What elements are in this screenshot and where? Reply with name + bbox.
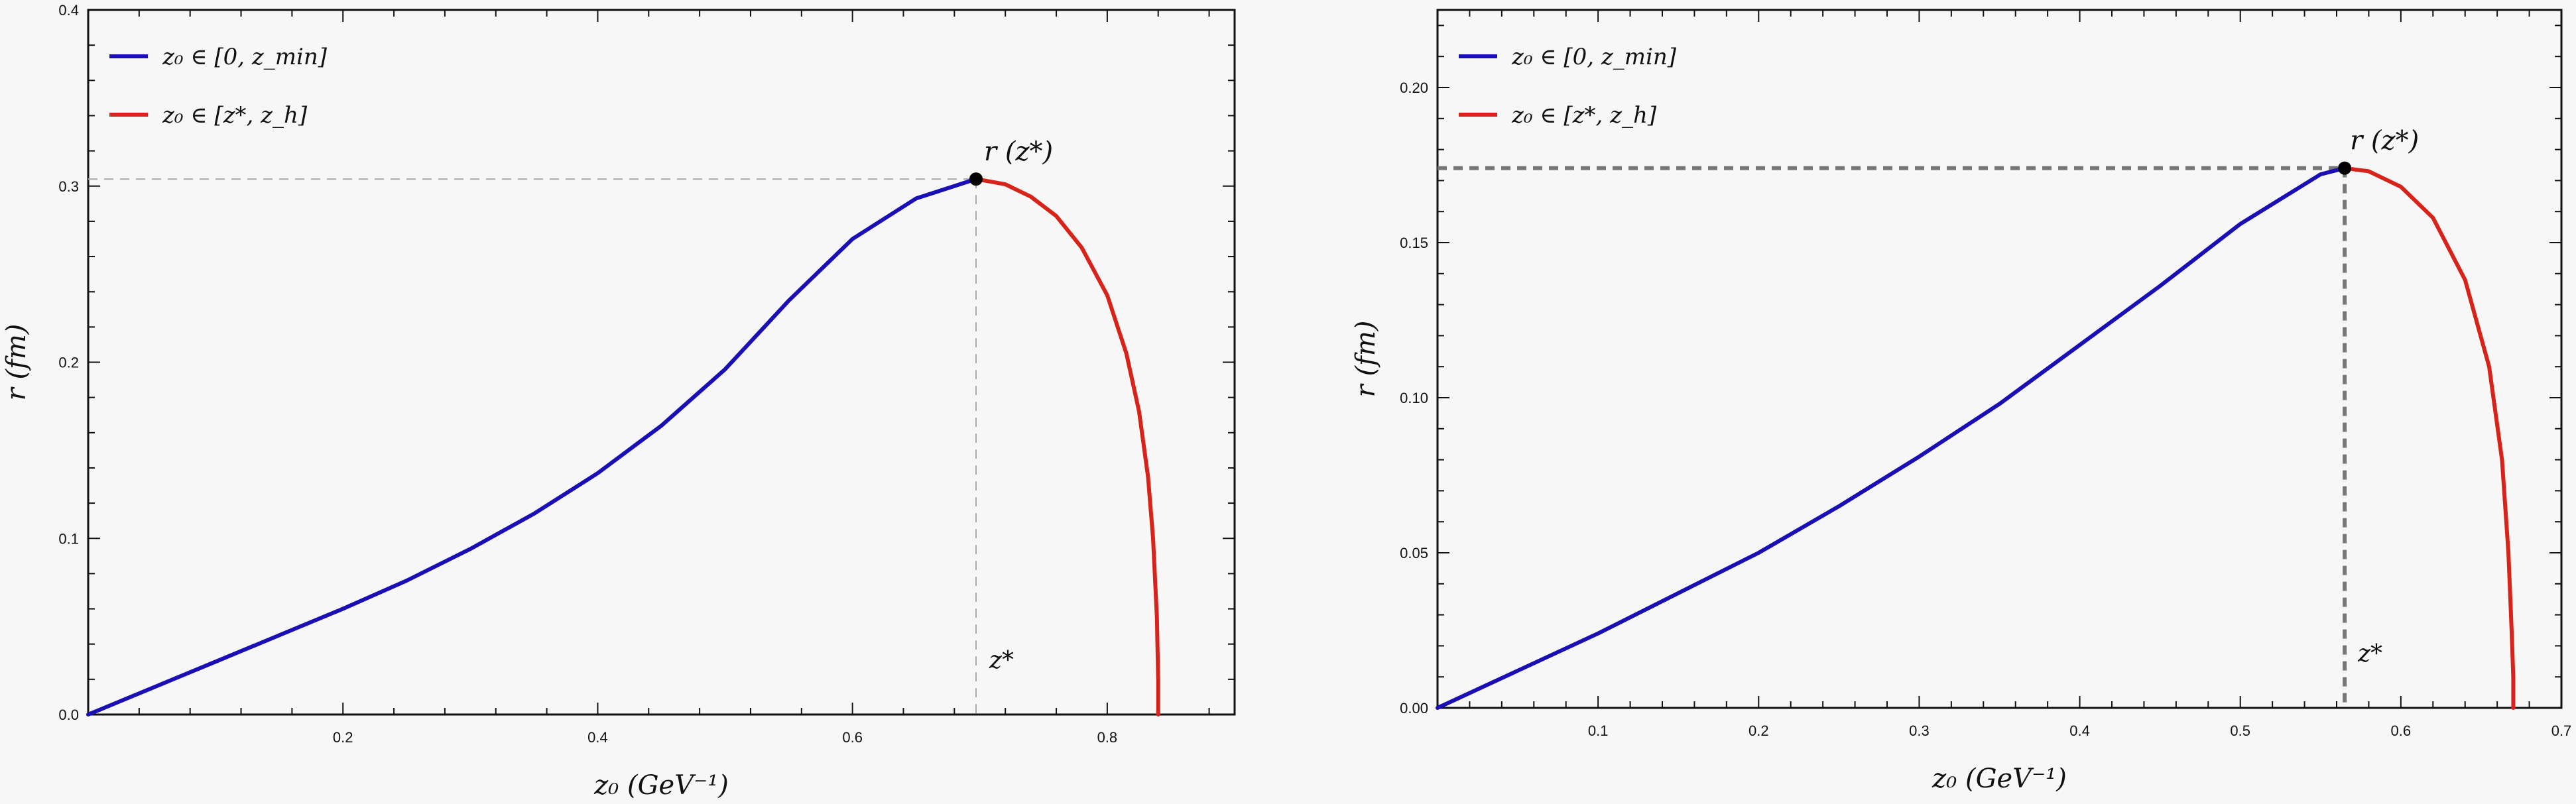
y-tick-label: 0.4 [58, 2, 79, 19]
x-tick-label: 0.5 [2230, 722, 2250, 739]
series-line-1 [974, 177, 1160, 717]
plot-frame [1436, 9, 2563, 709]
x-axis-title: z₀ (GeV⁻¹) [593, 770, 729, 801]
max-point-label: r (z*) [2350, 126, 2419, 156]
chart-right: 0.1 0.2 0.3 0.4 0.5 0.6 0.7 0.00 0.05 0.10 0.15 0.2… [1288, 0, 2576, 804]
y-tick-label: 0.2 [58, 355, 79, 371]
x-tick-label: 0.6 [2391, 722, 2412, 739]
max-point [2338, 161, 2352, 175]
legend-label-1: z₀ ∈ [z*, z_h] [162, 102, 308, 129]
legend-label-1: z₀ ∈ [z*, z_h] [1511, 102, 1657, 129]
y-tick-label: 0.10 [1400, 390, 1428, 406]
y-tick-label: 0.20 [1400, 80, 1428, 96]
vline-label: z* [2357, 640, 2382, 667]
x-tick-label: 0.2 [1748, 722, 1769, 739]
x-tick-label: 0.2 [333, 729, 353, 746]
chart-left: 0.2 0.4 0.6 0.8 0.0 0.1 0.2 0.3 0.4 z₀ (GeV⁻¹) r (… [1, 2, 1236, 801]
x-tick-label: 0.6 [842, 729, 863, 746]
y-axis-title: r (fm) [1, 324, 32, 401]
x-tick-label: 0.4 [587, 729, 608, 746]
x-tick-label: 0.3 [1909, 722, 1930, 739]
x-tick-label: 0.7 [2551, 722, 2572, 739]
series-line-1 [2343, 166, 2516, 710]
y-tick-label: 0.00 [1400, 700, 1428, 717]
y-axis-title: r (fm) [1351, 321, 1381, 398]
legend-label-0: z₀ ∈ [0, z_min] [1511, 44, 1677, 70]
vline-label: z* [989, 647, 1014, 674]
y-tick-label: 0.05 [1400, 545, 1428, 561]
y-tick-label: 0.0 [58, 707, 79, 723]
chart-svg-1: 0.1 0.2 0.3 0.4 0.5 0.6 0.7 0.00 0.05 0.10 0.15 0.2… [1351, 9, 2572, 794]
x-axis-title: z₀ (GeV⁻¹) [1932, 764, 2067, 794]
x-tick-label: 0.4 [2069, 722, 2090, 739]
chart-svg-0: 0.2 0.4 0.6 0.8 0.0 0.1 0.2 0.3 0.4 z₀ (GeV⁻¹) r (… [1, 2, 1236, 801]
x-tick-label: 0.8 [1097, 729, 1118, 746]
y-tick-label: 0.15 [1400, 235, 1428, 251]
y-tick-label: 0.1 [58, 530, 79, 547]
series-line-0 [1436, 166, 2347, 710]
series-line-0 [86, 177, 978, 717]
legend-label-0: z₀ ∈ [0, z_min] [162, 44, 328, 70]
max-point [969, 172, 983, 186]
y-tick-label: 0.3 [58, 178, 79, 195]
x-tick-label: 0.1 [1588, 722, 1609, 739]
max-point-label: r (z*) [984, 137, 1053, 167]
